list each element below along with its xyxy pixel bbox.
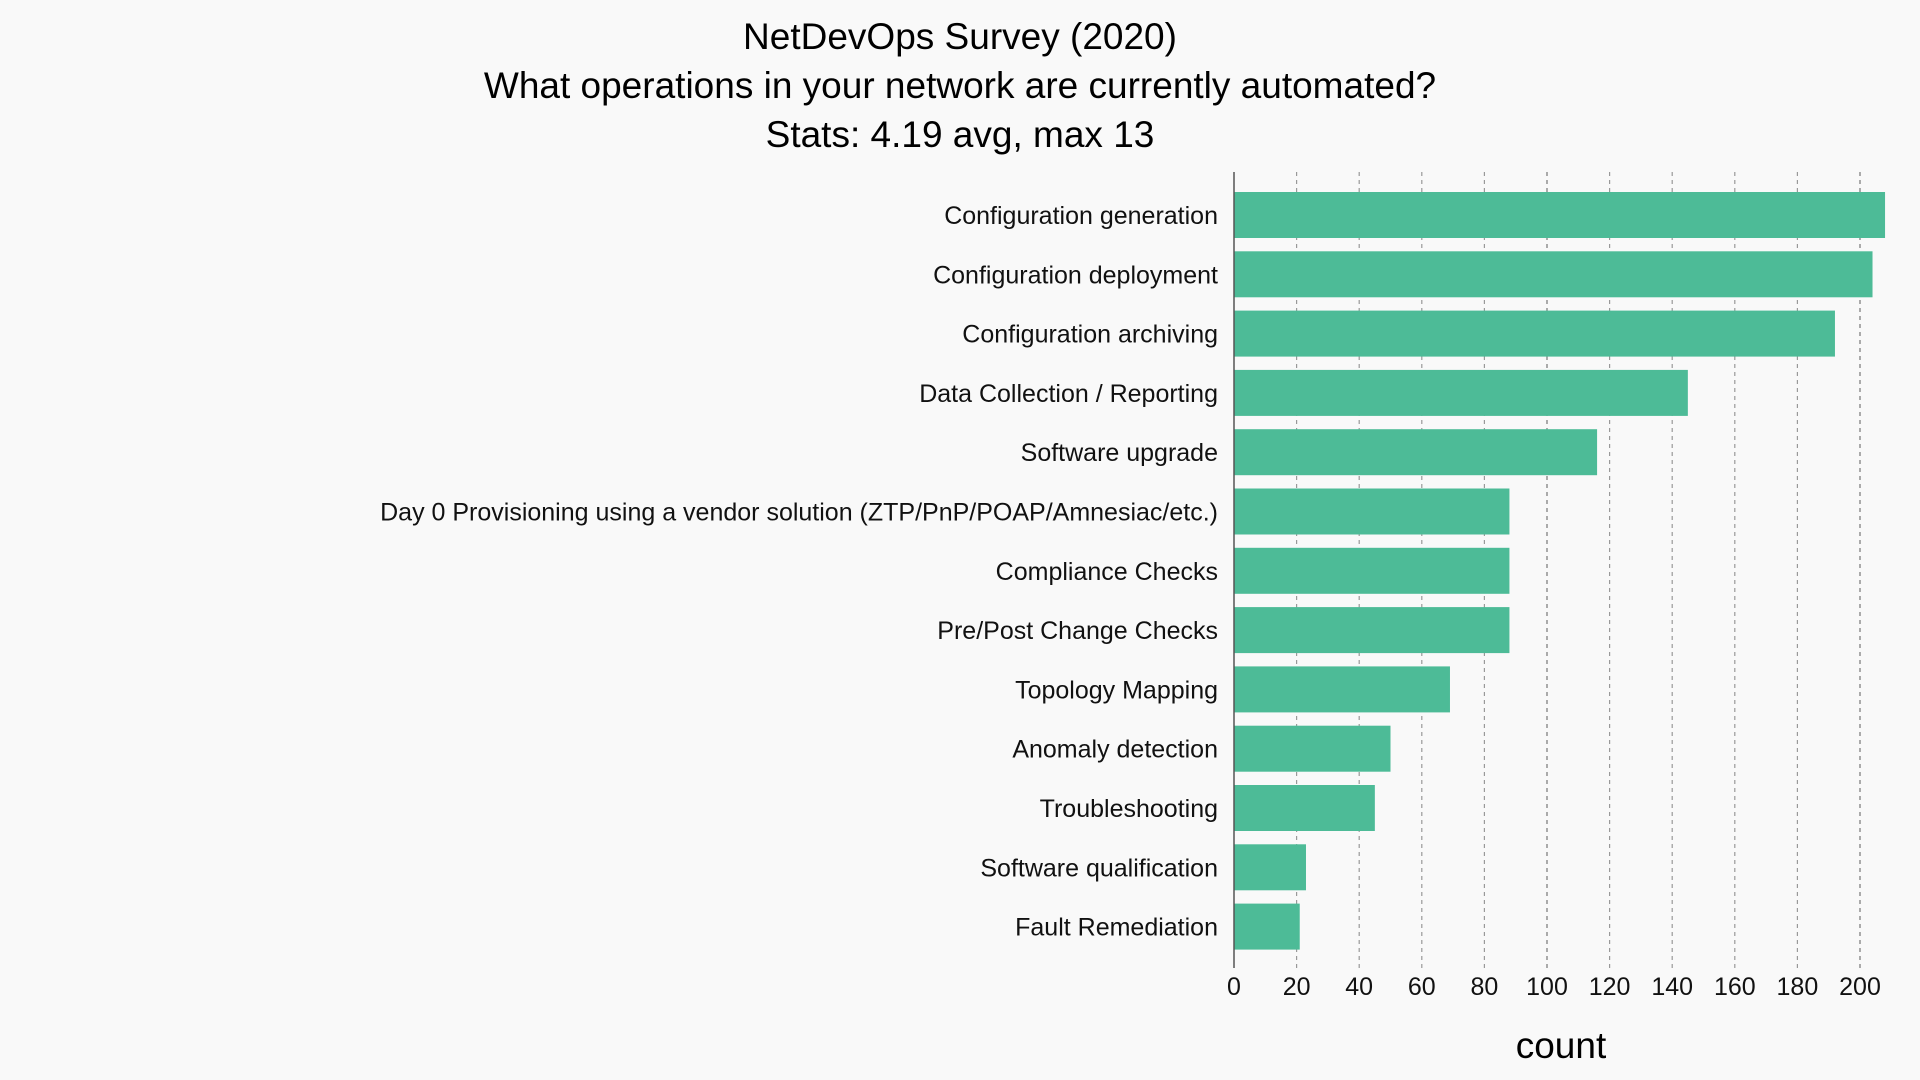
chart-title: NetDevOps Survey (2020) [743, 16, 1177, 57]
category-label: Configuration archiving [962, 321, 1218, 349]
x-tick-labels: 0 20 40 60 80 100 120 140 160 180 200 [1227, 973, 1881, 1001]
category-label: Data Collection / Reporting [919, 380, 1218, 408]
bar [1234, 844, 1306, 891]
x-tick-label: 160 [1714, 973, 1756, 1001]
chart-subtitle: What operations in your network are curr… [483, 65, 1437, 106]
bar [1234, 547, 1510, 594]
bar [1234, 725, 1391, 772]
bar [1234, 607, 1510, 654]
category-label: Software upgrade [1021, 439, 1218, 467]
x-tick-label: 100 [1526, 973, 1568, 1001]
bar [1234, 310, 1835, 357]
x-tick-label: 80 [1470, 973, 1498, 1001]
category-label: Software qualification [980, 854, 1218, 882]
category-label: Configuration deployment [933, 261, 1218, 289]
x-tick-label: 60 [1408, 973, 1436, 1001]
category-label: Pre/Post Change Checks [937, 617, 1218, 645]
category-label: Topology Mapping [1015, 676, 1218, 704]
x-tick-label: 40 [1345, 973, 1373, 1001]
x-tick-label: 120 [1589, 973, 1631, 1001]
bar [1234, 429, 1598, 476]
x-tick-label: 20 [1283, 973, 1311, 1001]
x-tick-label: 140 [1651, 973, 1693, 1001]
category-label: Configuration generation [944, 202, 1218, 230]
category-label: Day 0 Provisioning using a vendor soluti… [380, 499, 1218, 527]
chart-title-block: NetDevOps Survey (2020) What operations … [0, 12, 1920, 159]
bar [1234, 369, 1688, 416]
category-label: Anomaly detection [1012, 736, 1218, 764]
bar [1234, 785, 1375, 831]
bar [1234, 251, 1873, 298]
category-label: Fault Remediation [1015, 914, 1218, 942]
chart-stats-line: Stats: 4.19 avg, max 13 [765, 114, 1155, 155]
x-tick-label: 0 [1227, 973, 1241, 1001]
category-label: Troubleshooting [1040, 795, 1218, 823]
bars [1234, 192, 1886, 950]
x-axis-label: count [1516, 1025, 1607, 1066]
x-tick-label: 200 [1839, 973, 1881, 1001]
x-tick-label: 180 [1777, 973, 1819, 1001]
bar [1234, 666, 1450, 713]
category-labels: Configuration generation Configuration de… [380, 202, 1218, 942]
bar [1234, 903, 1300, 950]
category-label: Compliance Checks [996, 558, 1218, 586]
bar [1234, 488, 1510, 535]
bar [1234, 192, 1886, 238]
